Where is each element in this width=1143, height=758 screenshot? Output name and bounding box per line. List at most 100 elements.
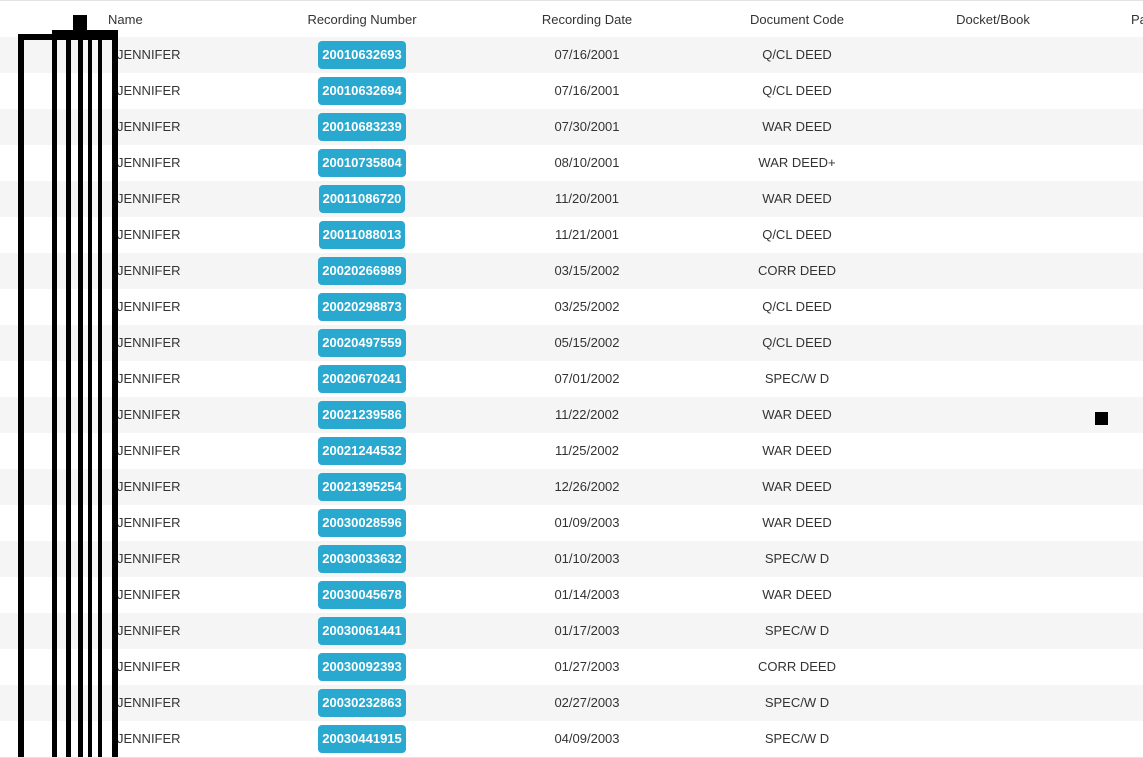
- cell-docket-book: [920, 109, 1066, 145]
- cell-name: JENNIFER: [117, 47, 181, 62]
- table-row: JENNIFER 20011088013 11/21/2001 Q/CL DEED: [0, 217, 1143, 253]
- cell-recording-number: 20010632694: [280, 73, 444, 109]
- table-row: JENNIFER 20030028596 01/09/2003 WAR DEED: [0, 505, 1143, 541]
- cell-document-code: WAR DEED: [762, 479, 832, 494]
- cell-recording-date: 11/20/2001: [554, 191, 620, 206]
- cell-recording-number: 20030441915: [280, 721, 444, 757]
- recording-number-button[interactable]: 20030028596: [318, 508, 406, 537]
- table-row: JENNIFER 20021395254 12/26/2002 WAR DEED: [0, 469, 1143, 505]
- recording-number-button[interactable]: 20010632694: [318, 76, 406, 105]
- recording-number-button[interactable]: 20020670241: [318, 364, 406, 393]
- cell-docket-book: [920, 253, 1066, 289]
- cell-recording-date: 07/30/2001: [554, 119, 620, 134]
- cell-document-code: WAR DEED: [762, 515, 832, 530]
- cell-docket-book: [920, 433, 1066, 469]
- cell-recording-number: 20020266989: [280, 253, 444, 289]
- table-row: JENNIFER 20010632693 07/16/2001 Q/CL DEED: [0, 37, 1143, 73]
- cell-recording-date: 03/25/2002: [554, 299, 620, 314]
- cell-recording-number: 20030028596: [280, 505, 444, 541]
- recording-number-button[interactable]: 20030232863: [318, 688, 406, 717]
- cell-name: JENNIFER: [117, 407, 181, 422]
- recording-number-button[interactable]: 20011086720: [318, 184, 406, 213]
- table-row: JENNIFER 20030092393 01/27/2003 CORR DEED: [0, 649, 1143, 685]
- cell-document-code: SPEC/W D: [764, 551, 830, 566]
- cell-recording-date: 11/22/2002: [554, 407, 620, 422]
- header-page[interactable]: Pa: [1131, 12, 1143, 27]
- cell-name: JENNIFER: [117, 155, 181, 170]
- cell-docket-book: [920, 217, 1066, 253]
- cell-name: JENNIFER: [117, 623, 181, 638]
- redaction-mark: [98, 36, 102, 758]
- header-recording-date[interactable]: Recording Date: [541, 12, 633, 27]
- cell-recording-date: 07/16/2001: [554, 83, 620, 98]
- cell-recording-date: 01/17/2003: [554, 623, 620, 638]
- cell-document-code: Q/CL DEED: [762, 47, 832, 62]
- table-header: Name Recording Number Recording Date Doc…: [0, 0, 1143, 37]
- recording-number-button[interactable]: 20021395254: [318, 472, 406, 501]
- recording-number-button[interactable]: 20020266989: [318, 256, 406, 285]
- cell-recording-number: 20021244532: [280, 433, 444, 469]
- table-row: JENNIFER 20030045678 01/14/2003 WAR DEED: [0, 577, 1143, 613]
- recording-number-button[interactable]: 20010632693: [318, 40, 406, 69]
- table-row: JENNIFER 20010683239 07/30/2001 WAR DEED: [0, 109, 1143, 145]
- redaction-square-mark: [1095, 412, 1108, 425]
- cell-docket-book: [920, 289, 1066, 325]
- recording-number-button[interactable]: 20010683239: [318, 112, 406, 141]
- cell-name: JENNIFER: [117, 227, 181, 242]
- cell-recording-number: 20010632693: [280, 37, 444, 73]
- table-row: JENNIFER 20020266989 03/15/2002 CORR DEED: [0, 253, 1143, 289]
- header-recording-number[interactable]: Recording Number: [307, 12, 417, 27]
- table-row: JENNIFER 20021244532 11/25/2002 WAR DEED: [0, 433, 1143, 469]
- cell-name: JENNIFER: [117, 299, 181, 314]
- recording-number-button[interactable]: 20030033632: [318, 544, 406, 573]
- table-row: JENNIFER 20030232863 02/27/2003 SPEC/W D: [0, 685, 1143, 721]
- recording-number-button[interactable]: 20030061441: [318, 616, 406, 645]
- table-row: JENNIFER 20030061441 01/17/2003 SPEC/W D: [0, 613, 1143, 649]
- cell-name: JENNIFER: [117, 587, 181, 602]
- recording-number-button[interactable]: 20021244532: [318, 436, 406, 465]
- cell-recording-number: 20020298873: [280, 289, 444, 325]
- redaction-mark: [88, 36, 92, 758]
- recording-number-button[interactable]: 20030441915: [318, 724, 406, 753]
- cell-name: JENNIFER: [117, 119, 181, 134]
- recording-number-button[interactable]: 20010735804: [318, 148, 406, 177]
- cell-docket-book: [920, 145, 1066, 181]
- table-row: JENNIFER 20020298873 03/25/2002 Q/CL DEED: [0, 289, 1143, 325]
- redaction-mark: [52, 30, 118, 758]
- header-name[interactable]: Name: [108, 12, 143, 27]
- cell-docket-book: [920, 721, 1066, 757]
- cell-recording-number: 20030045678: [280, 577, 444, 613]
- cell-document-code: CORR DEED: [757, 659, 836, 674]
- cell-recording-date: 01/14/2003: [554, 587, 620, 602]
- cell-name: JENNIFER: [117, 659, 181, 674]
- recording-number-button[interactable]: 20011088013: [318, 220, 406, 249]
- redaction-mark: [78, 36, 83, 758]
- recording-number-button[interactable]: 20020298873: [318, 292, 406, 321]
- recording-number-button[interactable]: 20030092393: [318, 652, 406, 681]
- cell-docket-book: [920, 541, 1066, 577]
- table-row: JENNIFER 20020670241 07/01/2002 SPEC/W D: [0, 361, 1143, 397]
- recording-number-button[interactable]: 20021239586: [318, 400, 406, 429]
- table-row: JENNIFER 20020497559 05/15/2002 Q/CL DEED: [0, 325, 1143, 361]
- table-row: JENNIFER 20010735804 08/10/2001 WAR DEED+: [0, 145, 1143, 181]
- cell-document-code: Q/CL DEED: [762, 299, 832, 314]
- cell-docket-book: [920, 73, 1066, 109]
- header-docket-book[interactable]: Docket/Book: [956, 12, 1030, 27]
- cell-document-code: SPEC/W D: [764, 371, 830, 386]
- table-row: JENNIFER 20011086720 11/20/2001 WAR DEED: [0, 181, 1143, 217]
- recording-number-button[interactable]: 20030045678: [318, 580, 406, 609]
- cell-recording-number: 20020497559: [280, 325, 444, 361]
- cell-document-code: WAR DEED: [762, 407, 832, 422]
- cell-document-code: CORR DEED: [757, 263, 836, 278]
- cell-recording-number: 20010683239: [280, 109, 444, 145]
- cell-name: JENNIFER: [117, 371, 181, 386]
- cell-document-code: SPEC/W D: [764, 623, 830, 638]
- cell-docket-book: [920, 649, 1066, 685]
- recording-number-button[interactable]: 20020497559: [318, 328, 406, 357]
- redaction-mark: [66, 36, 71, 758]
- table-row: JENNIFER 20030033632 01/10/2003 SPEC/W D: [0, 541, 1143, 577]
- header-document-code[interactable]: Document Code: [750, 12, 844, 27]
- cell-name: JENNIFER: [117, 695, 181, 710]
- cell-recording-date: 11/25/2002: [554, 443, 620, 458]
- cell-recording-date: 01/09/2003: [554, 515, 620, 530]
